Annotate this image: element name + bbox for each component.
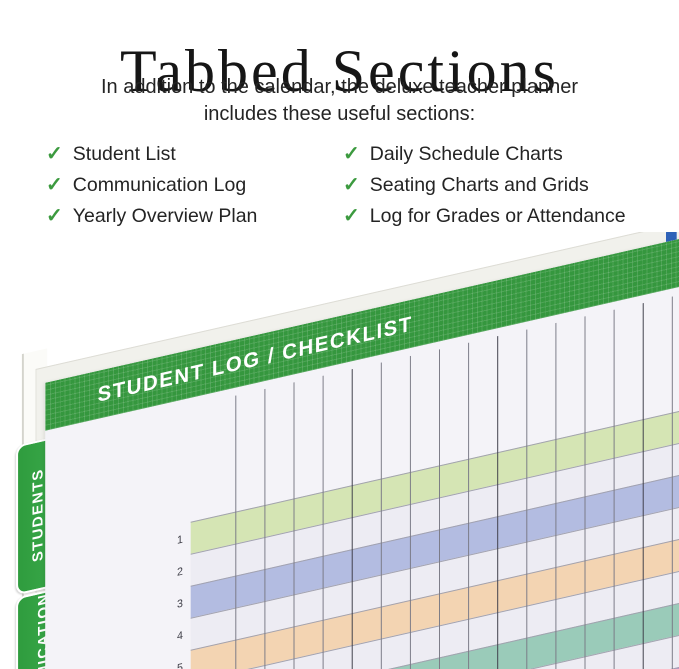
- feature-item-label: Log for Grades or Attendance: [369, 205, 626, 227]
- feature-list-right: ✓ Daily Schedule Charts ✓ Seating Charts an…: [343, 139, 626, 232]
- feature-item: ✓ Daily Schedule Charts: [343, 139, 626, 170]
- feature-item-label: Seating Charts and Grids: [369, 174, 589, 196]
- row-number: 2: [176, 565, 183, 579]
- feature-item-label: Student List: [72, 143, 176, 165]
- feature-item: ✓ Log for Grades or Attendance: [343, 201, 626, 232]
- row-number: 3: [176, 597, 183, 611]
- feature-item-label: Communication Log: [72, 174, 247, 196]
- page-title: Tabbed Sections: [119, 38, 560, 105]
- planner-scene: STUDENTS COMMUNICATION STUDENT LOG / CHE…: [0, 232, 679, 669]
- feature-item: ✓ Communication Log: [46, 170, 343, 201]
- checkmark-icon: ✓: [46, 143, 63, 165]
- checkmark-icon: ✓: [46, 205, 63, 227]
- row-number: 1: [176, 533, 183, 547]
- grid-column-line: [264, 388, 266, 669]
- checkmark-icon: ✓: [46, 174, 63, 196]
- feature-item: ✓ Yearly Overview Plan: [46, 201, 343, 232]
- checkmark-icon: ✓: [343, 205, 360, 227]
- row-number: 5: [176, 661, 183, 669]
- feature-item: ✓ Student List: [46, 139, 343, 170]
- grid-column-line: [293, 382, 295, 669]
- feature-item-label: Daily Schedule Charts: [369, 143, 563, 165]
- checkmark-icon: ✓: [343, 143, 360, 165]
- feature-item-label: Yearly Overview Plan: [72, 205, 258, 227]
- grid-column-line: [439, 349, 440, 669]
- grid-column-line: [613, 309, 615, 669]
- checkmark-icon: ✓: [343, 174, 360, 196]
- grid-column-line: [351, 369, 353, 669]
- grid-column-line: [409, 355, 411, 669]
- subtitle: In addition to the calendar, the deluxe …: [0, 74, 679, 128]
- planner-photo: STUDENTS COMMUNICATION STUDENT LOG / CHE…: [0, 232, 679, 669]
- feature-list-left: ✓ Student List ✓ Communication Log ✓ Yearly O…: [46, 139, 343, 232]
- grid-column-line: [526, 329, 528, 669]
- grid-column-line: [555, 322, 557, 669]
- grid-column-line: [380, 362, 382, 669]
- grid-column-line: [642, 303, 644, 669]
- row-number: 4: [176, 629, 183, 643]
- grid-column-line: [235, 395, 237, 669]
- grid-column-line: [497, 336, 499, 669]
- grid-column-line: [322, 375, 324, 669]
- grid-column-line: [468, 342, 470, 669]
- feature-item: ✓ Seating Charts and Grids: [343, 170, 626, 201]
- subtitle-line-1: In addition to the calendar, the deluxe …: [100, 76, 578, 98]
- grid-column-line: [671, 296, 673, 669]
- feature-lists: ✓ Student List ✓ Communication Log ✓ Yearly O…: [46, 139, 669, 232]
- subtitle-line-2: includes these useful sections:: [203, 103, 476, 125]
- grid-column-line: [584, 316, 586, 669]
